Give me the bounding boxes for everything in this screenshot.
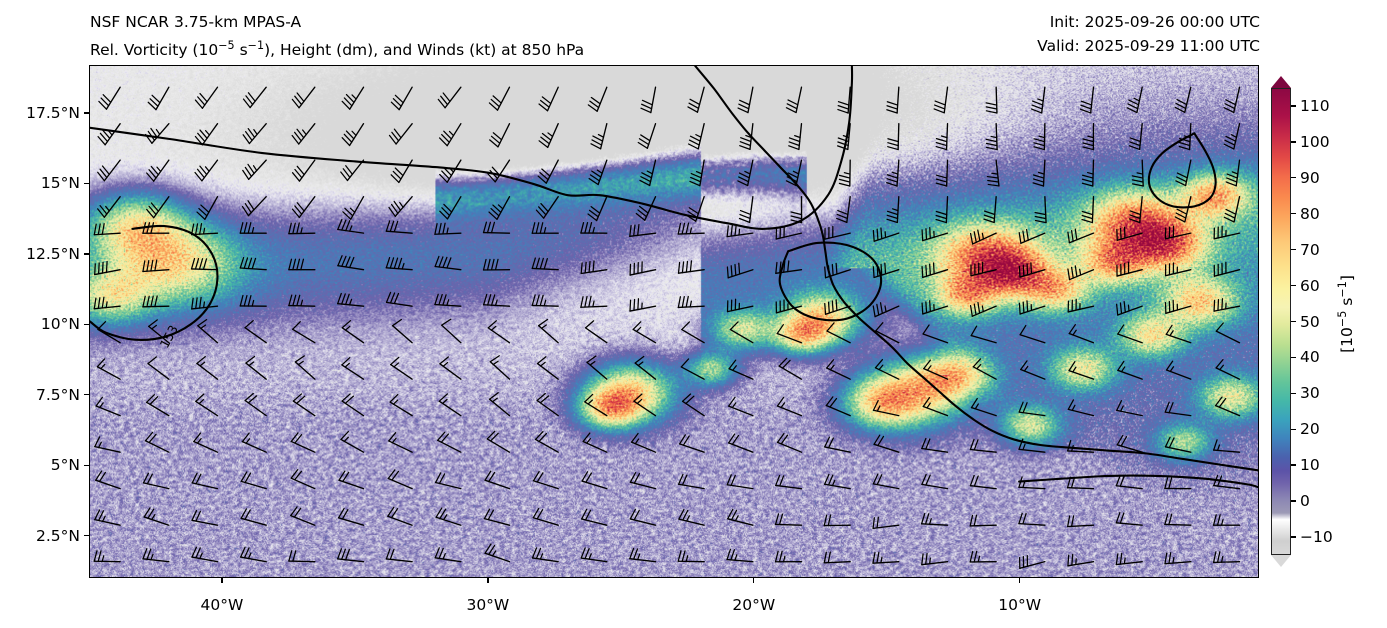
colorbar-label-exp2: −1 (1336, 281, 1349, 298)
y-tick-mark (84, 112, 89, 114)
colorbar-extend-max-arrow (1271, 76, 1291, 88)
y-tick-label: 7.5°N (36, 385, 80, 404)
x-tick-mark (1018, 578, 1021, 583)
colorbar-tick-label: 50 (1300, 312, 1320, 331)
y-tick-label: 10°N (40, 315, 80, 334)
title-variable-line: Rel. Vorticity (10−5 s−1), Height (dm), … (90, 35, 584, 61)
colorbar-gradient (1271, 88, 1291, 555)
y-tick-mark (84, 253, 89, 255)
y-tick-mark (84, 535, 89, 537)
colorbar-label-exp1: −5 (1336, 310, 1349, 328)
colorbar-label-mid: s (1338, 297, 1357, 311)
title-variable-post: ), Height (dm), and Winds (kt) at 850 hP… (264, 41, 585, 60)
y-tick-mark (84, 182, 89, 185)
x-tick-label: 30°W (466, 596, 510, 614)
colorbar-tick-mark (1291, 428, 1296, 430)
x-tick-mark (221, 578, 223, 583)
colorbar-tick-mark (1291, 213, 1296, 215)
colorbar-tick-label: −10 (1300, 528, 1333, 547)
colorbar-tick-mark (1291, 320, 1296, 323)
figure-title-right: Init: 2025-09-26 00:00 UTC Valid: 2025-0… (1037, 11, 1260, 57)
colorbar-label-pre: [10 (1338, 327, 1357, 353)
vorticity-shading-layer (90, 66, 1258, 577)
title-variable-pre: Rel. Vorticity (10 (90, 41, 219, 60)
colorbar-tick-label: 60 (1300, 276, 1320, 295)
colorbar-tick-mark (1291, 141, 1296, 143)
y-tick-mark (84, 323, 89, 325)
colorbar-tick-label: 10 (1300, 456, 1320, 475)
colorbar-tick-mark (1291, 464, 1296, 466)
colorbar-tick-mark (1291, 356, 1296, 359)
colorbar-tick-mark (1291, 177, 1296, 179)
y-tick-label: 15°N (40, 174, 80, 193)
colorbar-tick-label: 30 (1300, 384, 1320, 403)
colorbar-tick-label: 110 (1300, 96, 1330, 115)
colorbar[interactable] (1271, 76, 1291, 567)
colorbar-tick-label: 100 (1300, 132, 1330, 151)
x-tick-label: 40°W (200, 596, 244, 614)
colorbar-tick-mark (1291, 392, 1296, 395)
y-tick-label: 12.5°N (26, 244, 80, 263)
colorbar-tick-mark (1291, 500, 1296, 502)
y-tick-label: 5°N (50, 456, 80, 475)
title-variable-exp2: −1 (247, 39, 265, 52)
y-tick-label: 17.5°N (26, 103, 80, 122)
x-tick-mark (753, 578, 755, 583)
colorbar-tick-label: 80 (1300, 204, 1320, 223)
init-time-label: Init: 2025-09-26 00:00 UTC (1049, 13, 1260, 31)
colorbar-tick-mark (1291, 105, 1296, 107)
map-axes: 153 (89, 65, 1259, 578)
colorbar-tick-mark (1291, 248, 1296, 251)
colorbar-border (1271, 88, 1291, 555)
colorbar-tick-label: 90 (1300, 168, 1320, 187)
y-tick-label: 2.5°N (36, 526, 80, 545)
colorbar-tick-label: 40 (1300, 348, 1320, 367)
colorbar-extend-min-arrow (1271, 555, 1291, 567)
x-tick-mark (487, 578, 489, 583)
colorbar-axis-label: [10−5 s−1] (1336, 275, 1356, 353)
colorbar-tick-label: 20 (1300, 420, 1320, 439)
valid-time-label: Valid: 2025-09-29 11:00 UTC (1037, 37, 1260, 55)
title-variable-exp1: −5 (218, 39, 235, 52)
figure-title-left: NSF NCAR 3.75-km MPAS-A Rel. Vorticity (… (90, 11, 584, 61)
y-tick-mark (84, 394, 89, 396)
title-variable-mid: s (234, 41, 248, 60)
colorbar-tick-label: 0 (1300, 492, 1310, 511)
title-model-line: NSF NCAR 3.75-km MPAS-A (90, 13, 302, 31)
y-tick-mark (84, 464, 89, 466)
x-tick-label: 20°W (732, 596, 776, 614)
colorbar-label-post: ] (1338, 275, 1357, 282)
colorbar-tick-mark (1291, 284, 1296, 287)
colorbar-tick-label: 70 (1300, 240, 1320, 259)
x-tick-label: 10°W (998, 596, 1042, 614)
colorbar-tick-mark (1291, 536, 1296, 538)
